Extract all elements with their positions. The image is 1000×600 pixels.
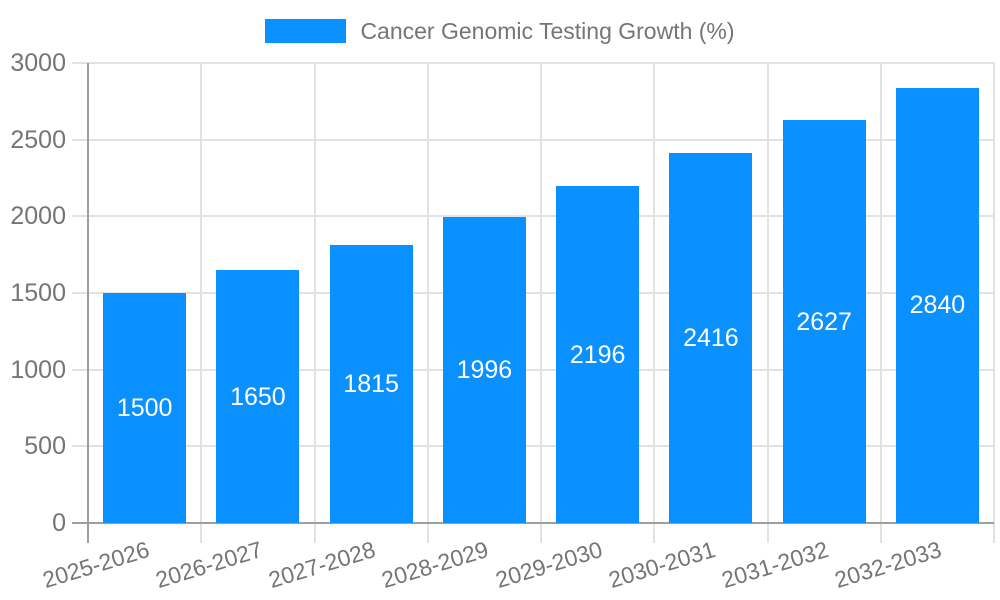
bar-value-label: 2196 — [569, 340, 626, 369]
horizontal-gridline — [72, 138, 994, 141]
vertical-gridline — [426, 63, 429, 543]
bar: 1815 — [329, 244, 413, 523]
x-tick-label: 2031-2032 — [718, 536, 832, 594]
bar: 1996 — [442, 216, 526, 523]
x-tick-label: 2030-2031 — [605, 536, 719, 594]
horizontal-gridline — [72, 445, 994, 448]
x-tick-label: 2028-2029 — [378, 536, 492, 594]
legend-swatch — [265, 19, 347, 43]
y-tick-label: 2500 — [10, 125, 66, 154]
y-tick-label: 2000 — [10, 202, 66, 231]
y-tick-label: 0 — [52, 509, 66, 537]
x-tick-label: 2027-2028 — [265, 536, 379, 594]
horizontal-gridline — [72, 62, 994, 64]
vertical-gridline — [313, 63, 316, 543]
y-tick-label: 1500 — [10, 279, 66, 307]
legend-label: Cancer Genomic Testing Growth (%) — [360, 18, 735, 44]
bar-value-label: 1650 — [230, 382, 286, 411]
bar-value-label: 1996 — [456, 355, 513, 384]
x-tick-label: 2026-2027 — [152, 536, 266, 594]
bar-value-label: 2840 — [909, 291, 966, 320]
vertical-gridline — [200, 63, 203, 543]
x-axis-baseline — [72, 522, 994, 524]
horizontal-gridline — [72, 292, 994, 294]
y-tick-label: 1000 — [10, 355, 66, 384]
y-tick-label: 3000 — [10, 49, 66, 77]
bar: 1650 — [216, 270, 300, 523]
y-tick-label: 500 — [24, 432, 66, 461]
bar: 2196 — [556, 186, 640, 523]
vertical-gridline — [653, 63, 656, 543]
bar: 1500 — [103, 293, 187, 523]
x-tick-label: 2029-2030 — [492, 536, 605, 594]
x-tick-label: 2032-2033 — [831, 536, 945, 594]
bar: 2840 — [895, 87, 979, 523]
chart-legend: Cancer Genomic Testing Growth (%) — [0, 18, 1000, 44]
horizontal-gridline — [72, 215, 994, 218]
x-tick-label: 2025-2026 — [39, 536, 152, 594]
vertical-gridline — [879, 63, 882, 543]
bar-value-label: 2627 — [796, 307, 852, 336]
bar: 2416 — [669, 152, 753, 523]
vertical-gridline — [540, 63, 542, 543]
bar: 2627 — [782, 120, 866, 523]
bar-value-label: 2416 — [683, 323, 739, 352]
y-axis-line — [87, 63, 89, 543]
vertical-gridline — [993, 63, 995, 543]
vertical-gridline — [766, 63, 769, 543]
bar-value-label: 1815 — [343, 369, 399, 398]
horizontal-gridline — [72, 368, 994, 371]
bar-value-label: 1500 — [116, 394, 173, 422]
